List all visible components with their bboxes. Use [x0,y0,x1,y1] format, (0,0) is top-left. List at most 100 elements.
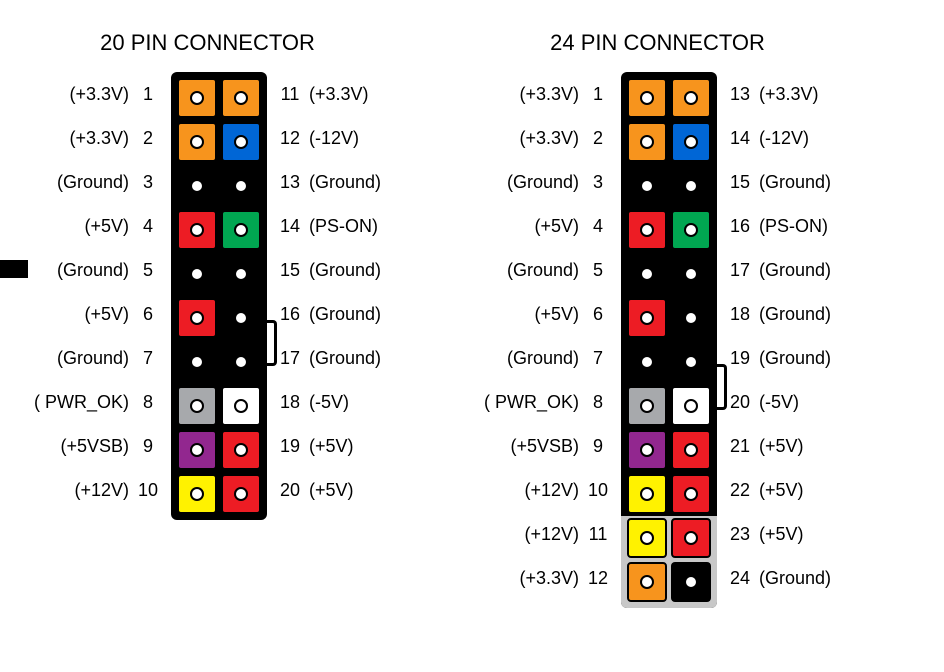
pin-cell [671,78,711,118]
pin-number: 8 [137,392,159,413]
pin-number: 7 [137,348,159,369]
pin-cell [627,518,667,558]
connector-housing [621,72,717,608]
pin-row [625,340,713,384]
signal-label: (Ground) [309,348,381,369]
pin-cell [627,210,667,250]
label-row: 18(Ground) [717,292,835,336]
pin-cell [177,78,217,118]
pin-number: 5 [587,260,609,281]
pin-row [175,340,263,384]
label-row: (+5VSB)9 [480,424,621,468]
connector-clip [264,320,277,366]
label-row: (+5VSB)9 [30,424,171,468]
pin-hole [684,223,698,237]
signal-label: (Ground) [507,348,579,369]
pin-number: 1 [587,84,609,105]
pin-hole [234,267,248,281]
signal-label: (+3.3V) [519,84,579,105]
pin-number: 23 [729,524,751,545]
pin-number: 10 [587,480,609,501]
label-row: 16(Ground) [267,292,385,336]
label-row: (+3.3V) 1 [480,72,621,116]
pin-cell [627,122,667,162]
pin-row [175,252,263,296]
pin-number: 18 [279,392,301,413]
pin-cell [671,210,711,250]
pin-row [175,384,263,428]
pin-row [625,120,713,164]
pin-cell [627,342,667,382]
pin-cell [221,166,261,206]
pin-cell [671,342,711,382]
label-row: 21(+5V) [717,424,835,468]
pin-cell [671,298,711,338]
pin-number: 11 [587,524,609,545]
pin-cell [671,430,711,470]
labels-right-column: 11(+3.3V)12(-12V)13(Ground)14(PS-ON)15(G… [267,72,385,512]
pin-cell [627,254,667,294]
pin-number: 13 [729,84,751,105]
connector-body: (+3.3V)1(+3.3V)2(Ground)3(+5V)4(Ground)5… [480,72,835,608]
signal-label: (+5V) [309,436,354,457]
label-row: 12 (-12V) [267,116,385,160]
pin-hole [684,531,698,545]
pin-number: 5 [137,260,159,281]
pin-hole [684,179,698,193]
pin-row [625,516,713,560]
label-row: (+3.3V)12 [480,556,621,600]
pin-hole [684,487,698,501]
pin-row [175,76,263,120]
pin-hole [234,443,248,457]
pin-cell [221,386,261,426]
signal-label: (Ground) [759,260,831,281]
pin-number: 17 [729,260,751,281]
pin-number: 15 [729,172,751,193]
pin-hole [234,311,248,325]
signal-label: (Ground) [57,172,129,193]
pin-cell [627,386,667,426]
connector-housing [171,72,267,520]
pin-cell [221,474,261,514]
pin-row [625,560,713,604]
pin-row [175,472,263,516]
label-row: 19(+5V) [267,424,385,468]
pin-number: 22 [729,480,751,501]
pin-hole [640,267,654,281]
label-row: (+12V)11 [480,512,621,556]
label-row: 14(PS-ON) [267,204,385,248]
pin-number: 20 [729,392,751,413]
pin-number: 24 [729,568,751,589]
label-row: 24(Ground) [717,556,835,600]
pin-row [625,296,713,340]
signal-label: (+3.3V) [759,84,819,105]
pin-hole [190,487,204,501]
connector-clip [714,364,727,410]
pin-cell [177,342,217,382]
signal-label: (-12V) [309,128,359,149]
label-row: 15(Ground) [267,248,385,292]
signal-label: (-12V) [759,128,809,149]
pin-cell [221,210,261,250]
label-row: 16(PS-ON) [717,204,835,248]
signal-label: (Ground) [309,260,381,281]
pin-hole [190,223,204,237]
label-row: (Ground)5 [30,248,171,292]
pin-hole [234,91,248,105]
label-row: (Ground)3 [30,160,171,204]
label-row: (Ground)3 [480,160,621,204]
labels-right-column: 13(+3.3V)14(-12V)15(Ground)16(PS-ON)17(G… [717,72,835,600]
pin-row [625,428,713,472]
signal-label: (Ground) [759,348,831,369]
signal-label: (+5V) [759,480,804,501]
pin-hole [234,179,248,193]
pin-cell [177,386,217,426]
pin-hole [640,311,654,325]
label-row: (+3.3V)2 [480,116,621,160]
pin-cell [671,122,711,162]
pin-hole [640,531,654,545]
label-row: 20(-5V) [717,380,835,424]
pin-number: 12 [279,128,301,149]
pin-row [175,296,263,340]
signal-label: ( PWR_OK) [484,392,579,413]
